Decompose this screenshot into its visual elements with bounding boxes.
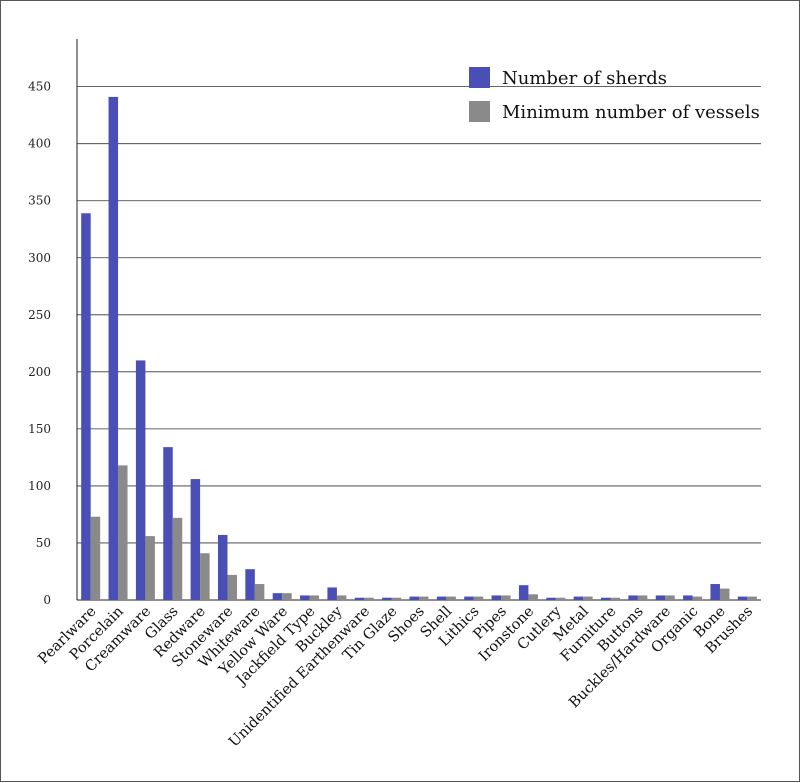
bar-sherds (655, 595, 666, 600)
bar-vessels (145, 536, 155, 600)
legend-label: Minimum number of vessels (502, 102, 760, 123)
bar-vessels (446, 596, 456, 600)
y-tick-label: 100 (28, 479, 51, 493)
legend-swatch (469, 67, 490, 88)
bar-sherds (518, 585, 529, 600)
bar-vessels (747, 596, 757, 600)
bar-vessels (391, 597, 402, 600)
bar-sherds (190, 479, 201, 600)
bar-vessels (692, 596, 703, 600)
bar-sherds (546, 597, 556, 600)
y-tick-label: 450 (28, 80, 51, 94)
bar-vessels (501, 595, 511, 600)
bar-sherds (245, 569, 255, 600)
bar-sherds (217, 534, 228, 600)
bar-vessels (364, 597, 374, 600)
bar-sherds (628, 595, 638, 600)
y-tick-label: 350 (28, 194, 51, 208)
bar-sherds (382, 597, 392, 600)
bar-vessels (610, 597, 621, 600)
bar-sherds (163, 447, 173, 600)
bar-vessels (637, 595, 648, 600)
bar-vessels (473, 596, 484, 600)
bar-sherds (464, 596, 474, 600)
bar-vessels (254, 584, 265, 600)
legend-label: Number of sherds (502, 68, 667, 89)
bar-vessels (528, 594, 538, 600)
bar-vessels (90, 516, 101, 600)
bar-sherds (601, 597, 611, 600)
y-tick-label: 50 (36, 536, 51, 550)
bar-sherds (683, 595, 693, 600)
bar-sherds (491, 595, 502, 600)
bar-vessels (172, 517, 183, 600)
bar-vessels (227, 574, 237, 600)
bar-sherds (436, 596, 447, 600)
bar-sherds (409, 596, 419, 600)
bar-vessels (719, 588, 730, 600)
bar-vessels (336, 595, 347, 600)
legend-swatch (469, 101, 490, 122)
axes (76, 39, 761, 601)
bar-sherds (573, 596, 584, 600)
bar-vessels (200, 553, 210, 600)
y-tick-label: 150 (28, 422, 51, 436)
bar-vessels (309, 595, 320, 600)
y-tick-label: 0 (43, 593, 51, 607)
bar-vessels (118, 465, 128, 600)
bar-sherds (81, 213, 91, 601)
y-tick-label: 400 (28, 137, 51, 151)
bar-sherds (354, 597, 365, 600)
bar-sherds (108, 96, 119, 601)
bar-sherds (272, 593, 283, 600)
bar-vessels (665, 595, 675, 600)
x-axis-labels: PearlwarePorcelainCreamwareGlassRedwareS… (36, 603, 757, 751)
legend: Number of sherds Minimum number of vessel… (469, 67, 760, 123)
y-tick-label: 250 (28, 308, 51, 322)
bar-vessels (282, 593, 292, 600)
bars (81, 96, 757, 601)
grid-lines (77, 86, 761, 544)
bar-vessels (555, 597, 566, 600)
y-tick-label: 300 (28, 251, 51, 265)
bar-sherds (300, 595, 310, 600)
bar-sherds (327, 587, 337, 600)
bar-sherds (737, 596, 748, 600)
y-axis-ticks: 0 50 100 150 200 250 300 350 400 450 (28, 80, 51, 607)
bar-vessels (583, 596, 593, 600)
y-tick-label: 200 (28, 365, 51, 379)
bar-sherds (135, 360, 146, 600)
bar-vessels (419, 596, 429, 600)
bar-sherds (710, 584, 720, 600)
